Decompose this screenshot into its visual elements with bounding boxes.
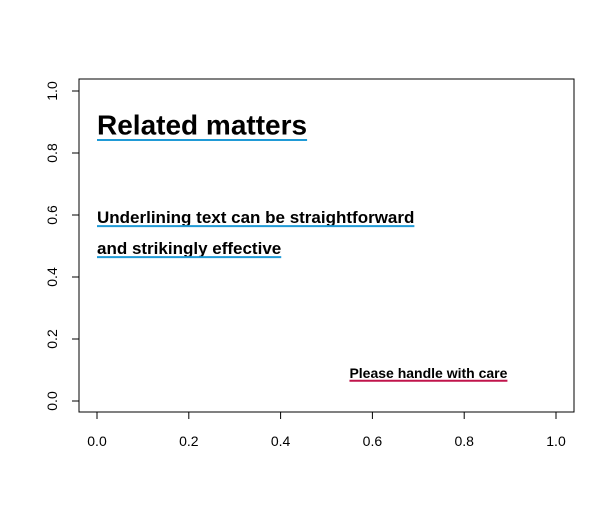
y-tick-label: 0.2 (44, 329, 60, 349)
annotation-text: Please handle with care (349, 365, 507, 381)
x-tick-label: 0.4 (271, 433, 291, 449)
x-tick-label: 0.6 (363, 433, 383, 449)
x-tick-label: 0.2 (179, 433, 199, 449)
annotation-text: Related matters (97, 109, 307, 140)
y-tick-label: 1.0 (44, 81, 60, 101)
y-axis: 0.0 0.2 0.4 0.6 0.8 1.0 (44, 81, 80, 411)
y-tick-label: 0.6 (44, 205, 60, 225)
x-tick-label: 0.0 (87, 433, 107, 449)
x-tick-label: 1.0 (546, 433, 566, 449)
x-tick-label: 0.8 (454, 433, 474, 449)
y-tick-label: 0.0 (44, 391, 60, 411)
y-tick-label: 0.4 (44, 267, 60, 287)
annotation-text: and strikingly effective (97, 239, 281, 258)
annotations: Related matters Underlining text can be s… (97, 109, 508, 382)
y-tick-label: 0.8 (44, 143, 60, 163)
x-axis: 0.0 0.2 0.4 0.6 0.8 1.0 (87, 411, 566, 449)
annotation-text: Underlining text can be straightforward (97, 208, 414, 227)
